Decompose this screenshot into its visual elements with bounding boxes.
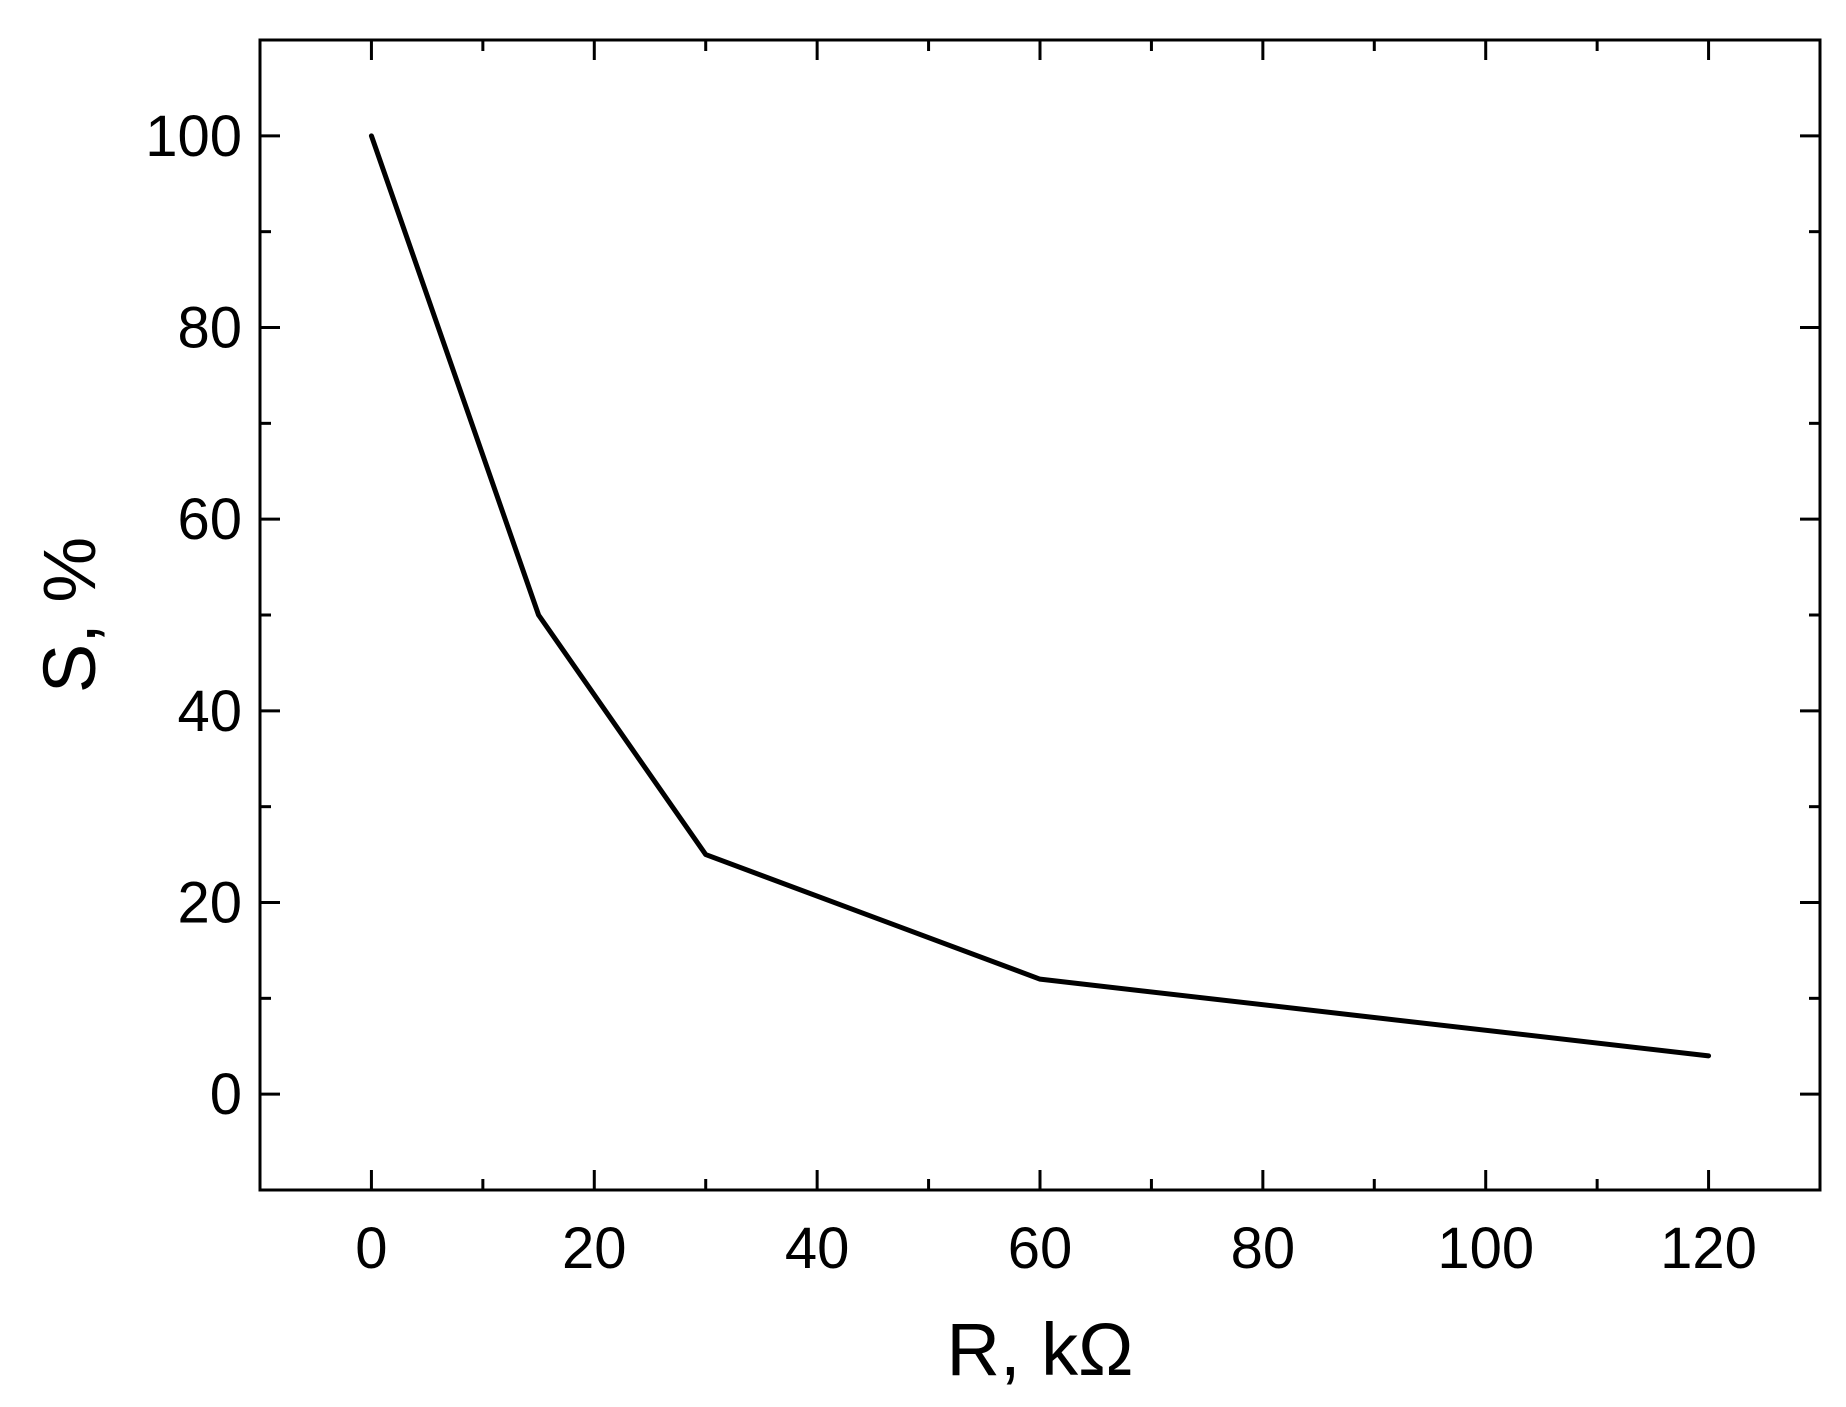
y-tick-label: 20 xyxy=(177,871,242,936)
ticks xyxy=(260,40,1820,1190)
series-line xyxy=(368,133,1712,1059)
y-axis-label: S, % xyxy=(28,537,111,693)
x-tick-label: 20 xyxy=(562,1216,627,1281)
tick-labels: 0 20 40 60 80 100 120 0 20 40 60 80 100 xyxy=(145,104,1757,1281)
x-tick-label: 120 xyxy=(1660,1216,1757,1281)
x-tick-label: 60 xyxy=(1008,1216,1073,1281)
series-layer xyxy=(368,133,1712,1059)
x-tick-label: 0 xyxy=(355,1216,387,1281)
x-tick-label: 80 xyxy=(1231,1216,1296,1281)
y-tick-label: 80 xyxy=(177,296,242,361)
x-tick-label: 100 xyxy=(1437,1216,1534,1281)
x-tick-label: 40 xyxy=(785,1216,850,1281)
y-tick-label: 100 xyxy=(145,104,242,169)
y-tick-label: 60 xyxy=(177,487,242,552)
y-tick-label: 0 xyxy=(210,1062,242,1127)
plot-frame xyxy=(258,38,1822,1192)
x-axis-label: R, kΩ xyxy=(947,1308,1134,1391)
y-tick-label: 40 xyxy=(177,679,242,744)
